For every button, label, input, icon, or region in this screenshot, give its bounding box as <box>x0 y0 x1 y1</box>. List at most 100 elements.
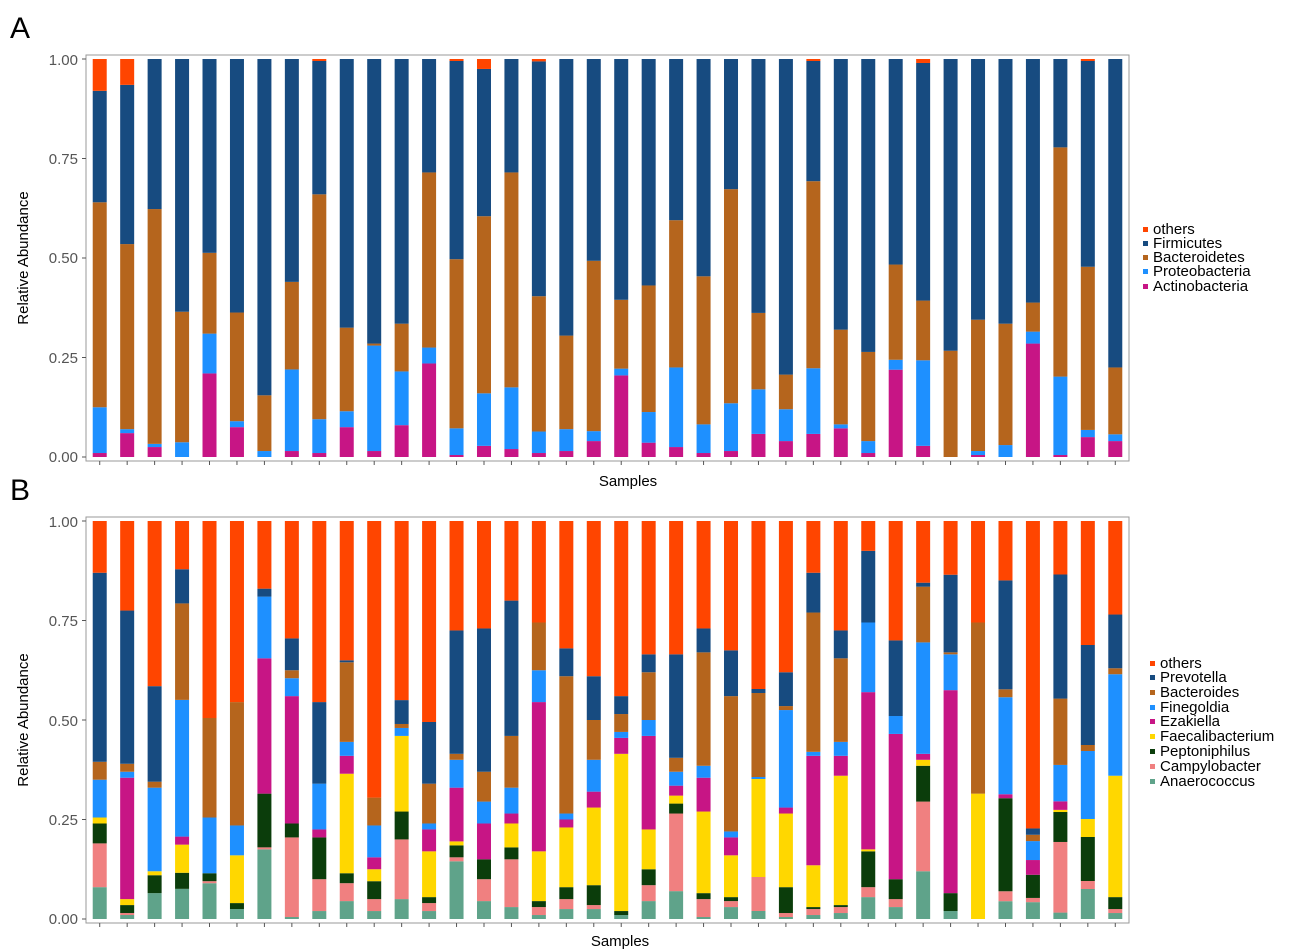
bar-segment-actinobacteria <box>916 445 931 457</box>
bar-segment-others <box>257 521 272 589</box>
bar-segment-campylobacter <box>751 877 766 911</box>
bar-segment-bacteroides <box>696 652 711 766</box>
bar-segment-peptoniphilus <box>312 837 327 880</box>
bar-segment-proteobacteria <box>367 345 382 452</box>
bar-segment-proteobacteria <box>312 419 327 454</box>
bar-segment-bacteroides <box>724 696 739 832</box>
bar-segment-ezakiella <box>943 690 958 894</box>
bar-segment-anaerococcus <box>614 915 629 919</box>
bar-segment-others <box>476 521 491 629</box>
bar-segment-ezakiella <box>696 777 711 812</box>
bar-segment-bacteroidetes <box>751 312 766 390</box>
bar-segment-anaerococcus <box>778 917 793 919</box>
bar-segment-prevotella <box>147 686 162 782</box>
bar-segment-peptoniphilus <box>394 811 409 840</box>
bar-segment-others <box>531 59 546 62</box>
bar-segment-finegoldia <box>888 716 903 734</box>
bar-segment-bacteroidetes <box>778 374 793 410</box>
bar-segment-firmicutes <box>120 84 135 245</box>
bar-segment-bacteroides <box>559 676 574 814</box>
bar-segment-peptoniphilus <box>202 873 217 882</box>
panel-b: B 1.00 0.75 0.50 0.25 0.00 Relative Abun… <box>10 474 1274 949</box>
bar-segment-peptoniphilus <box>476 859 491 880</box>
bar-segment-anaerococcus <box>1053 912 1068 919</box>
bar-segment-prevotella <box>888 640 903 717</box>
bar-segment-peptoniphilus <box>339 873 354 884</box>
bar-segment-firmicutes <box>504 59 519 173</box>
panel-a: A 1.00 0.75 0.50 0.25 0.00 Relative Abun… <box>10 12 1251 490</box>
panel-a-ytick-label: 0.75 <box>49 151 78 168</box>
bar-segment-firmicutes <box>367 59 382 344</box>
legend-label-bacteroides: Bacteroides <box>1160 684 1239 701</box>
bar-segment-others <box>120 521 135 611</box>
bar-segment-actinobacteria <box>531 453 546 457</box>
bar-segment-finegoldia <box>229 825 244 856</box>
bar-segment-prevotella <box>92 572 107 762</box>
bar-segment-bacteroidetes <box>806 181 821 369</box>
bar-segment-bacteroidetes <box>1108 367 1123 435</box>
bar-segment-actinobacteria <box>778 441 793 457</box>
bar-segment-others <box>998 521 1013 581</box>
bar-segment-others <box>724 521 739 651</box>
bar-segment-others <box>916 521 931 583</box>
bar-segment-finegoldia <box>284 678 299 697</box>
bar-segment-ezakiella <box>367 857 382 870</box>
bar-segment-bacteroidetes <box>120 244 135 430</box>
bar-segment-actinobacteria <box>92 453 107 457</box>
bar-segment-campylobacter <box>1053 841 1068 913</box>
bar-segment-prevotella <box>449 630 464 754</box>
panel-b-ytick-label: 0.00 <box>49 911 78 928</box>
bar-segment-anaerococcus <box>531 915 546 919</box>
bar-segment-campylobacter <box>257 847 272 850</box>
bar-segment-prevotella <box>751 689 766 693</box>
bar-segment-peptoniphilus <box>641 869 656 886</box>
bar-segment-peptoniphilus <box>586 885 601 906</box>
bar-segment-peptoniphilus <box>559 887 574 900</box>
bar-segment-faecalibacterium <box>696 811 711 894</box>
bar-segment-anaerococcus <box>696 917 711 919</box>
bar-segment-faecalibacterium <box>724 855 739 898</box>
legend-label-peptoniphilus: Peptoniphilus <box>1160 743 1250 760</box>
bar-segment-others <box>175 521 190 570</box>
bar-segment-peptoniphilus <box>861 851 876 888</box>
bar-segment-firmicutes <box>751 59 766 313</box>
bar-segment-prevotella <box>998 580 1013 690</box>
bar-segment-bacteroides <box>614 714 629 732</box>
bar-segment-ezakiella <box>614 737 629 754</box>
bar-segment-proteobacteria <box>339 411 354 428</box>
bar-segment-firmicutes <box>778 59 793 375</box>
bar-segment-others <box>1080 59 1095 61</box>
bar-segment-finegoldia <box>202 817 217 874</box>
panel-b-label: B <box>10 474 30 507</box>
bar-segment-campylobacter <box>669 813 684 892</box>
bar-segment-campylobacter <box>92 843 107 888</box>
legend-label-proteobacteria: Proteobacteria <box>1153 263 1251 280</box>
bar-segment-others <box>312 59 327 61</box>
bar-segment-bacteroidetes <box>175 311 190 443</box>
bar-segment-bacteroides <box>422 783 437 824</box>
legend-label-firmicutes: Firmicutes <box>1153 235 1222 252</box>
bar-segment-peptoniphilus <box>778 887 793 914</box>
bar-segment-actinobacteria <box>1080 437 1095 457</box>
bar-segment-others <box>806 521 821 573</box>
bar-segment-finegoldia <box>669 771 684 786</box>
legend-label-bacteroidetes: Bacteroidetes <box>1153 249 1245 266</box>
bar-segment-prevotella <box>724 650 739 697</box>
bar-segment-peptoniphilus <box>1025 874 1040 898</box>
bar-segment-anaerococcus <box>888 907 903 919</box>
bar-segment-firmicutes <box>971 59 986 320</box>
bar-segment-anaerococcus <box>504 907 519 919</box>
bar-segment-faecalibacterium <box>806 865 821 908</box>
bar-segment-ezakiella <box>806 755 821 866</box>
bar-segment-bacteroides <box>147 781 162 788</box>
bar-segment-proteobacteria <box>778 409 793 442</box>
bar-segment-proteobacteria <box>284 369 299 452</box>
bar-segment-anaerococcus <box>120 915 135 919</box>
bar-segment-ezakiella <box>861 692 876 850</box>
bar-segment-bacteroidetes <box>394 323 409 372</box>
bar-segment-ezakiella <box>833 755 848 776</box>
bar-segment-campylobacter <box>916 801 931 872</box>
legend-swatch-anaerococcus <box>1150 779 1155 784</box>
bar-segment-finegoldia <box>998 697 1013 795</box>
bar-segment-campylobacter <box>888 899 903 908</box>
